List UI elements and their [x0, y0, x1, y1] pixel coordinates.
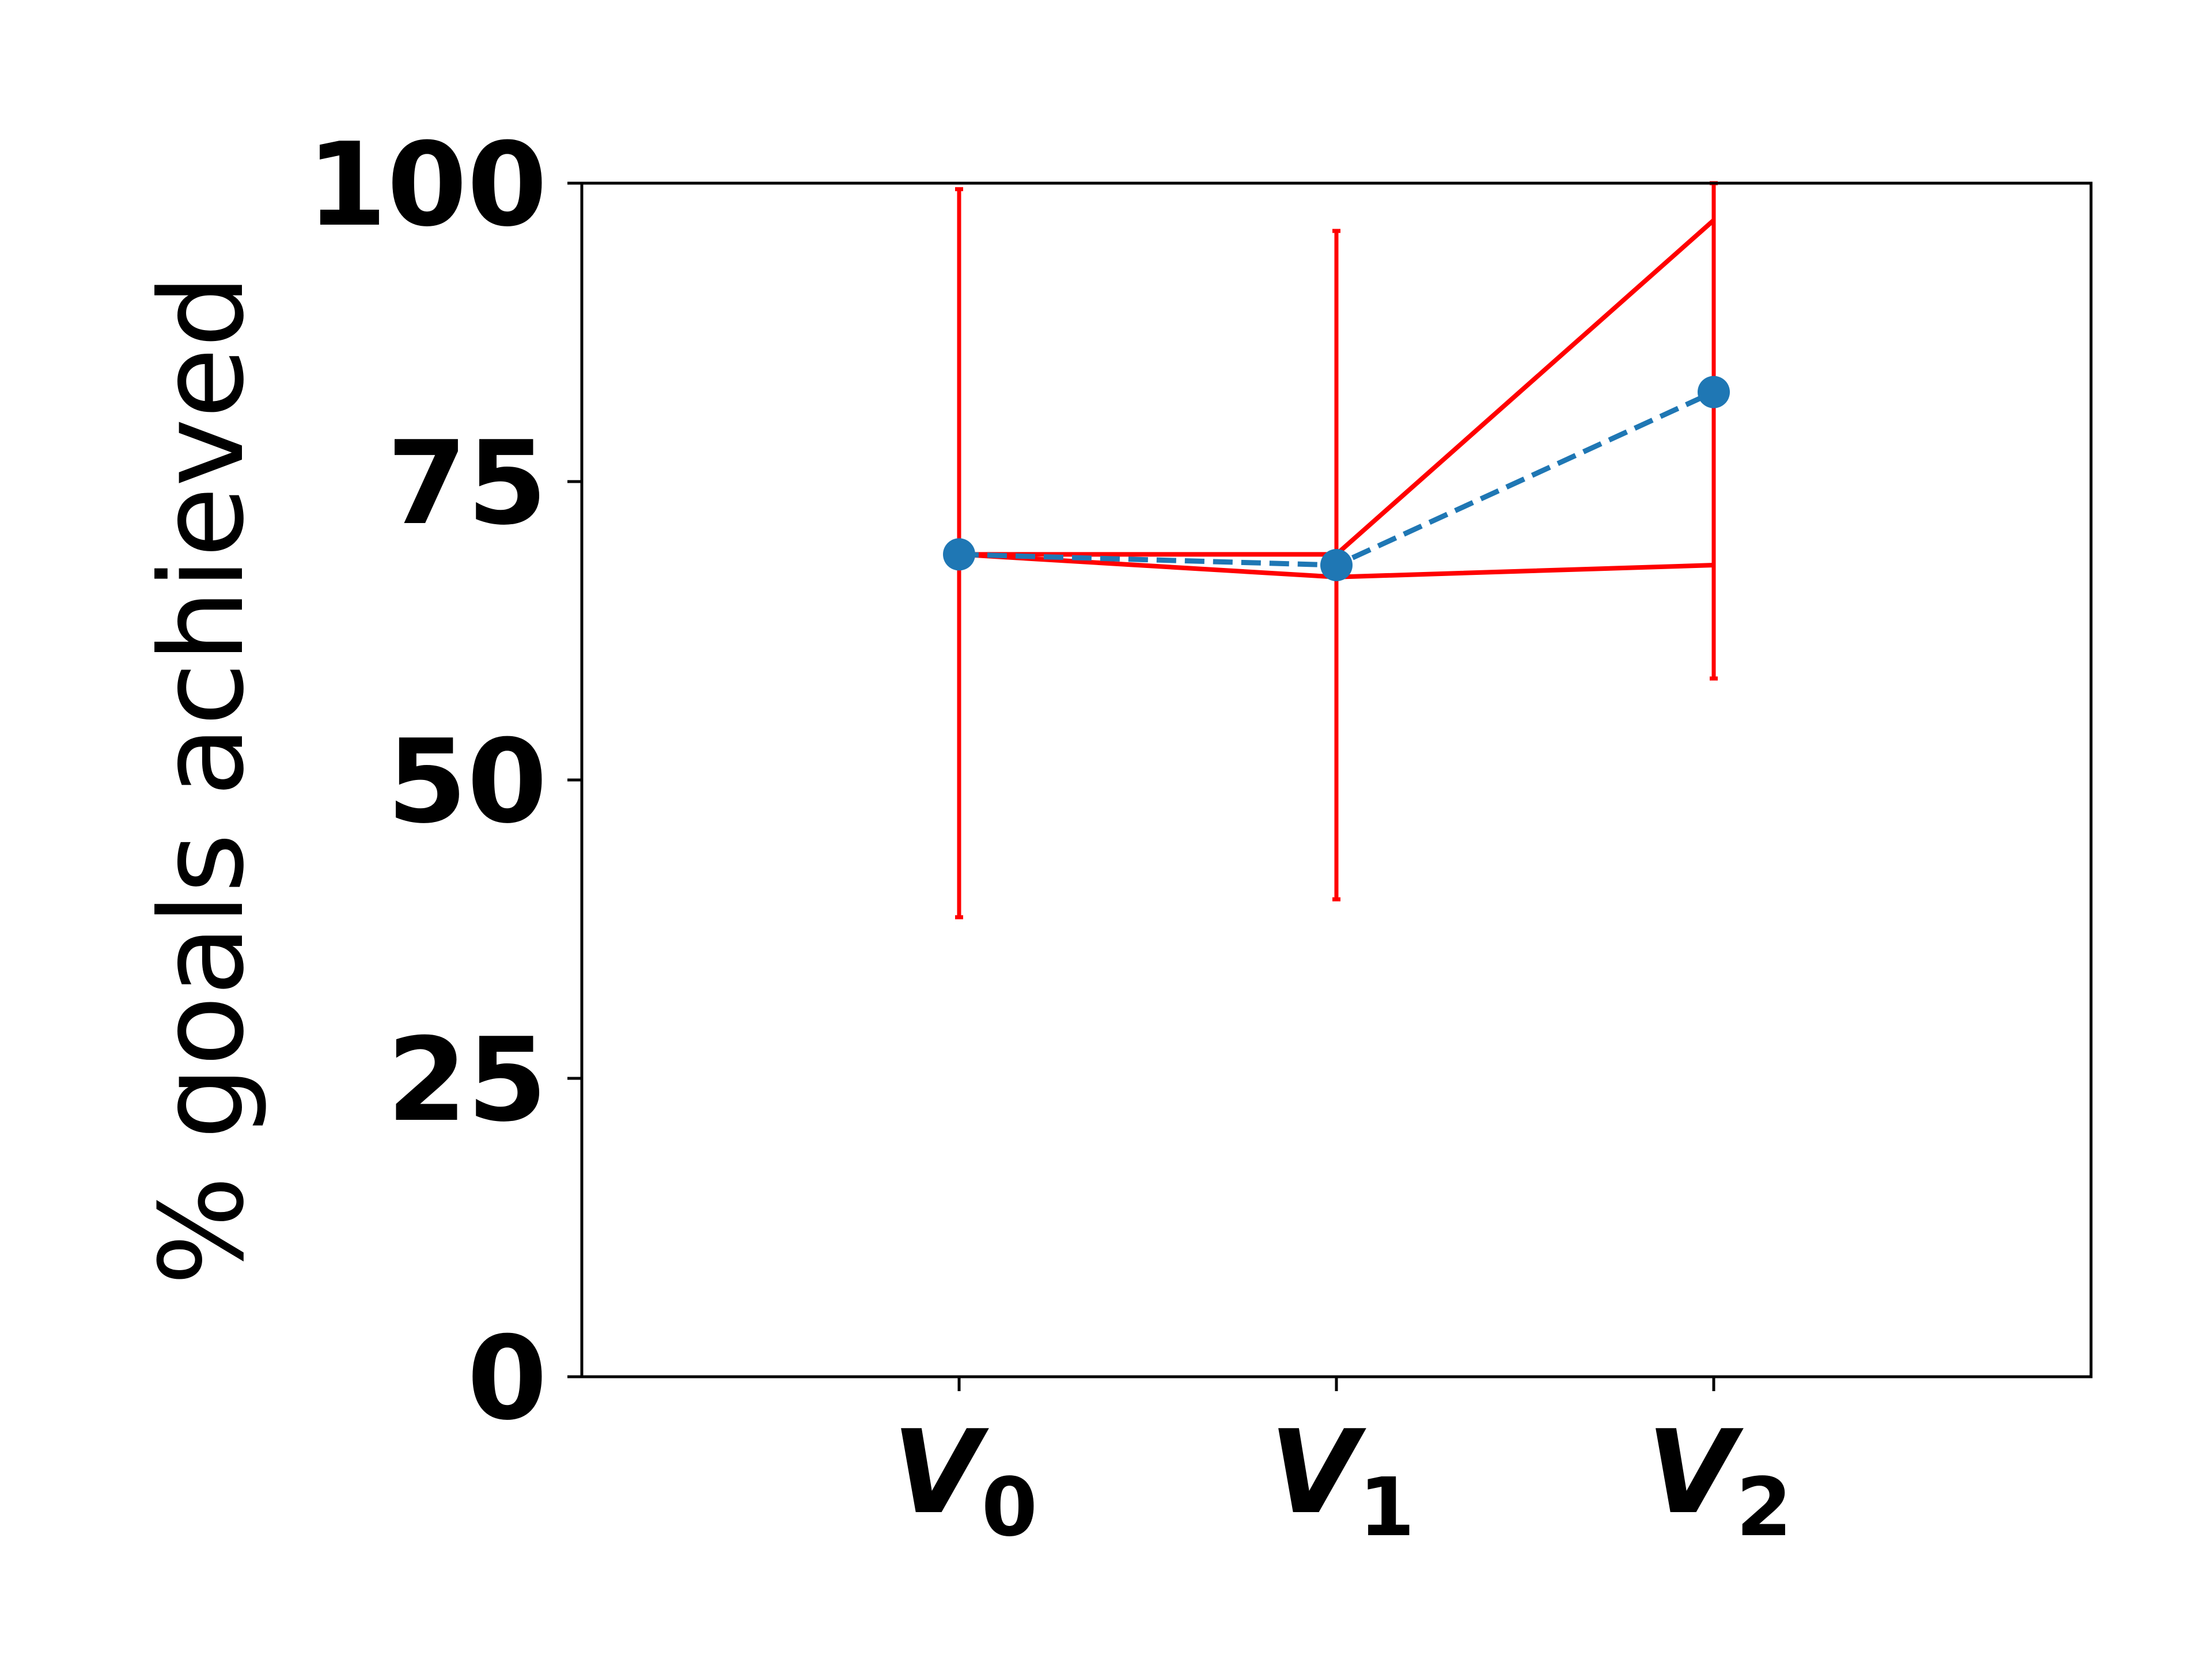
x-tick-label-sub-1: 1 — [1359, 1461, 1415, 1555]
y-tick-label-3: 75 — [387, 416, 547, 551]
x-tick-label-0: V0 — [892, 1406, 1037, 1555]
mean-point-2 — [1698, 376, 1730, 408]
y-tick-label-1: 25 — [387, 1013, 547, 1147]
y-tick-label-4: 100 — [307, 118, 547, 252]
y-tick-label-0: 0 — [467, 1312, 547, 1446]
y-tick-label-2: 50 — [387, 715, 547, 849]
x-tick-label-sub-0: 0 — [982, 1461, 1037, 1555]
x-tick-label-base-0: V — [892, 1406, 989, 1540]
x-tick-label-sub-2: 2 — [1736, 1461, 1792, 1555]
y-axis-label: % goals achieved — [135, 274, 270, 1285]
plot-area — [943, 181, 1730, 919]
x-tick-label-1: V1 — [1270, 1406, 1415, 1555]
x-tick-label-base-1: V — [1270, 1406, 1366, 1540]
x-tick-label-2: V2 — [1647, 1406, 1792, 1555]
x-tick-label-base-2: V — [1647, 1406, 1744, 1540]
mean-point-1 — [1320, 549, 1353, 582]
mean-point-0 — [943, 538, 975, 571]
